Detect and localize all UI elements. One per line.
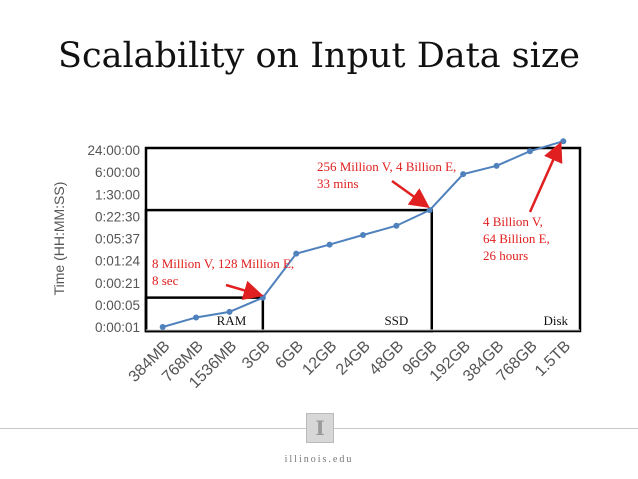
annotations: 8 Million V, 128 Million E, 8 sec 256 Mill… [152,141,563,301]
x-tick-label: 12GB [299,338,340,379]
data-point [193,314,200,321]
x-tick-label: 3GB [239,338,274,373]
y-tick-label: 24:00:00 [87,143,140,158]
x-tick-label: 48GB [366,338,407,379]
y-tick-label: 6:00:00 [95,165,140,180]
illinois-logo: I [306,413,334,443]
data-point [393,222,400,229]
series-line [159,138,567,330]
data-point [293,250,300,257]
data-point [426,207,433,214]
x-tick-label: 24GB [333,338,374,379]
annotation-disk-line: 64 Billion E, [483,231,550,246]
y-tick-label: 1:30:00 [95,187,140,202]
x-tick-label: 1.5TB [532,338,574,380]
data-point [526,148,533,155]
y-tick-label: 0:00:01 [95,320,140,335]
region-label-ssd: SSD [384,313,408,328]
slide-title: Scalability on Input Data size [58,36,580,76]
y-axis: 24:00:00 6:00:00 1:30:00 0:22:30 0:05:37 0:01… [51,143,140,335]
annotation-disk-line: 4 Billion V, [483,214,543,229]
annotation-ssd-line: 33 mins [317,176,359,191]
data-point [226,308,233,315]
arrow-disk [528,141,563,213]
y-tick-label: 0:22:30 [95,209,140,224]
region-boxes [144,146,582,333]
data-point [159,324,166,330]
annotation-ssd-line: 256 Million V, 4 Billion E, [317,159,456,174]
region-label-ram: RAM [217,313,247,328]
disk-region-box [144,146,582,333]
y-tick-label: 0:05:37 [95,232,140,247]
region-label-disk: Disk [543,313,568,328]
data-point [360,231,366,238]
logo-letter: I [315,416,325,440]
data-point [326,241,333,248]
data-point [460,171,467,178]
data-point [560,138,567,145]
y-tick-label: 0:01:24 [95,254,141,269]
footer-url: illinois.edu [284,454,354,465]
arrow-ssd [391,179,430,209]
y-tick-label: 0:00:05 [95,298,140,313]
arrow-ram [225,280,264,301]
annotation-disk-line: 26 hours [483,248,528,263]
annotation-ram-line: 8 Million V, 128 Million E, [152,256,294,271]
data-point [493,162,500,169]
x-axis: 384MB768MB1536MB3GB6GB12GB24GB48GB96GB19… [126,329,580,392]
data-point [259,294,266,301]
region-labels: RAM SSD Disk [217,313,569,328]
y-axis-label: Time (HH:MM:SS) [51,182,67,296]
annotation-ram-line: 8 sec [152,273,179,288]
y-tick-label: 0:00:21 [95,276,140,291]
